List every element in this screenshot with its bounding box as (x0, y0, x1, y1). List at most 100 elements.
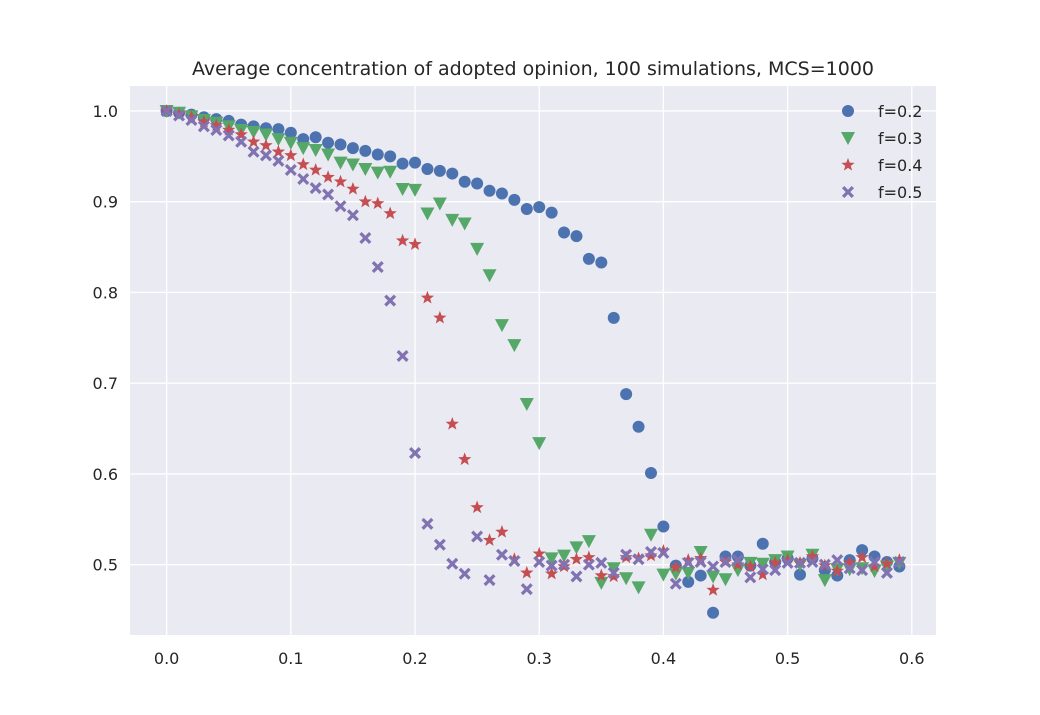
data-point (657, 520, 670, 533)
data-point (694, 569, 707, 582)
plot-area (130, 86, 936, 635)
data-point (594, 568, 608, 582)
data-point (396, 349, 409, 362)
data-point (234, 127, 248, 141)
data-point (185, 114, 198, 127)
data-point (756, 537, 769, 550)
data-point (545, 206, 558, 219)
data-point (756, 567, 770, 581)
data-points (159, 103, 907, 619)
data-point (582, 558, 595, 571)
data-point (384, 294, 397, 307)
data-point (160, 104, 173, 117)
series-f=0.4 (159, 103, 907, 596)
data-point (346, 209, 359, 222)
legend-item: f=0.3 (841, 129, 922, 148)
y-tick-label: 0.6 (93, 465, 118, 484)
data-point (644, 548, 658, 562)
legend-label: f=0.4 (878, 156, 922, 175)
data-point (458, 567, 471, 580)
data-point (495, 548, 508, 561)
data-point (755, 557, 770, 571)
data-point (271, 144, 286, 158)
y-tick-label: 0.8 (93, 283, 118, 302)
data-point (707, 560, 720, 573)
data-point (297, 133, 310, 146)
data-point (669, 577, 682, 590)
data-point (494, 319, 509, 333)
data-point (569, 552, 584, 565)
x-axis: 0.0 0.1 0.2 0.3 0.4 0.5 0.6 (154, 649, 925, 668)
legend-marker (842, 105, 854, 117)
data-point (632, 553, 645, 566)
data-point (322, 136, 335, 149)
data-point (284, 163, 297, 176)
data-point (507, 552, 522, 565)
data-point (558, 558, 571, 571)
data-point (867, 559, 882, 573)
data-point (817, 574, 832, 588)
data-point (768, 555, 782, 569)
data-point (297, 173, 310, 186)
data-point (508, 555, 521, 568)
data-point (433, 164, 446, 177)
data-point (333, 156, 348, 170)
data-point (682, 575, 695, 588)
x-tick-label: 0.4 (651, 649, 676, 668)
data-point (707, 606, 720, 619)
data-point (868, 555, 881, 568)
data-point (420, 207, 435, 221)
data-point (545, 559, 558, 572)
data-point (272, 123, 285, 136)
data-point (271, 133, 286, 147)
data-point (607, 311, 620, 324)
data-point (483, 184, 496, 197)
data-point (570, 570, 583, 583)
data-point (445, 213, 460, 227)
data-point (507, 339, 522, 353)
data-point (644, 545, 657, 558)
legend-item: f=0.5 (842, 183, 922, 202)
data-point (595, 556, 608, 569)
data-point (482, 269, 497, 283)
data-point (334, 138, 347, 151)
data-point (483, 574, 496, 587)
x-tick-label: 0.3 (526, 649, 551, 668)
data-point (358, 163, 373, 177)
data-point (682, 556, 695, 569)
data-point (856, 564, 869, 577)
data-point (669, 560, 683, 574)
data-point (432, 197, 447, 211)
y-tick-label: 1.0 (93, 102, 118, 121)
data-point (197, 120, 210, 133)
chart-title: Average concentration of adopted opinion… (192, 58, 874, 80)
data-point (457, 217, 472, 231)
data-point (730, 564, 745, 578)
data-point (346, 142, 359, 155)
data-point (371, 148, 384, 161)
data-point (333, 174, 348, 188)
data-point (346, 181, 360, 195)
data-point (656, 568, 671, 582)
data-point (731, 557, 745, 571)
data-point (259, 149, 272, 162)
data-point (210, 124, 223, 137)
data-point (433, 310, 447, 324)
x-tick-label: 0.5 (775, 649, 800, 668)
data-point (718, 573, 733, 587)
data-point (843, 562, 856, 575)
data-point (184, 110, 199, 123)
data-point (284, 148, 298, 162)
data-point (495, 525, 509, 538)
data-point (620, 548, 633, 561)
y-tick-label: 0.9 (93, 193, 118, 212)
data-point (222, 123, 236, 136)
data-point (396, 157, 409, 170)
data-point (296, 157, 310, 171)
legend-label: f=0.2 (878, 102, 922, 121)
data-point (520, 202, 533, 215)
data-point (681, 566, 696, 580)
data-point (359, 144, 372, 157)
data-point (544, 566, 559, 580)
data-point (620, 388, 633, 401)
